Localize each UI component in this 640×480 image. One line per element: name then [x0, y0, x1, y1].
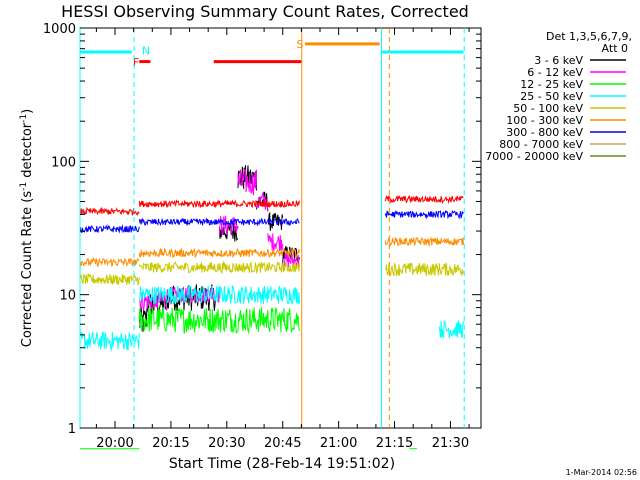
flag-label-2: S	[297, 38, 304, 51]
legend-header-detectors: Det 1,3,5,6,7,9,	[546, 30, 632, 43]
plot-area: NF S 20:00 20:15 20:30 20:45 21:00 21:15 21:30 1…	[43, 22, 482, 451]
flag-label-0: N	[142, 44, 150, 57]
legend-header-attenuator: Att 0	[602, 42, 628, 55]
flag-label-1: F	[133, 56, 139, 69]
series-line-1-6	[282, 252, 300, 270]
series-line-3-0	[79, 331, 140, 352]
plot-frame	[79, 27, 482, 429]
series-layer	[79, 165, 464, 450]
chart-title: HESSI Observing Summary Count Rates, Cor…	[61, 2, 469, 21]
y-tick-label-3: 1000	[43, 22, 76, 37]
legend-label-2: 12 - 25 keV	[520, 78, 583, 91]
series-line-6-1	[138, 217, 300, 227]
series-line-5-0	[79, 256, 140, 268]
series-line-3-2	[438, 319, 464, 339]
legend-label-6: 300 - 800 keV	[506, 126, 583, 139]
y-tick-label-2: 100	[51, 155, 76, 170]
legend-label-5: 100 - 300 keV	[506, 114, 583, 127]
series-line-1-3	[237, 169, 258, 196]
series-line-4-2	[385, 262, 464, 277]
y-axis-label: Corrected Count Rate (s-1 detector-1)	[19, 109, 35, 347]
series-line-1-2	[218, 215, 239, 236]
flag-layer: NF S	[80, 38, 464, 69]
x-tick-label-3: 20:45	[264, 436, 301, 451]
legend-label-7: 800 - 7000 keV	[499, 138, 583, 151]
series-line-5-1	[138, 247, 300, 259]
x-tick-label-0: 20:00	[96, 436, 133, 451]
series-line-6-2	[384, 209, 464, 220]
x-tick-label-5: 21:15	[376, 436, 413, 451]
x-tick-label-4: 21:00	[320, 436, 357, 451]
legend-label-1: 6 - 12 keV	[527, 66, 583, 79]
y-tick-label-1: 10	[59, 289, 76, 304]
footer-timestamp: 1-Mar-2014 02:56	[566, 468, 637, 477]
marker-layer	[79, 28, 465, 428]
series-line-3-1	[138, 284, 300, 305]
legend-label-8: 7000 - 20000 keV	[485, 150, 583, 163]
series-line-5-2	[384, 236, 464, 247]
series-line-4-0	[79, 273, 140, 287]
y-tick-label-0: 1	[68, 422, 76, 437]
series-line-0-6	[267, 211, 284, 231]
legend-label-3: 25 - 50 keV	[520, 90, 583, 103]
series-line-2-1	[138, 306, 300, 335]
series-line-1-4	[256, 192, 269, 212]
legend-label-4: 50 - 100 keV	[513, 102, 583, 115]
x-tick-label-1: 20:15	[152, 436, 189, 451]
series-line-1-1	[166, 286, 220, 304]
x-tick-label-6: 21:30	[432, 436, 469, 451]
series-line-6-0	[79, 224, 140, 234]
series-line-4-1	[138, 260, 300, 275]
series-line-9-0	[79, 206, 140, 216]
x-axis-label: Start Time (28-Feb-14 19:51:02)	[169, 456, 395, 472]
x-tick-label-2: 20:30	[208, 436, 245, 451]
series-line-1-5	[267, 232, 284, 251]
axis-layer: 20:00 20:15 20:30 20:45 21:00 21:15 21:30 1 10 10…	[43, 22, 481, 451]
series-line-9-1	[138, 199, 300, 209]
series-line-9-2	[384, 194, 464, 205]
series-line-0-4	[237, 165, 258, 191]
legend-label-0: 3 - 6 keV	[534, 54, 583, 67]
